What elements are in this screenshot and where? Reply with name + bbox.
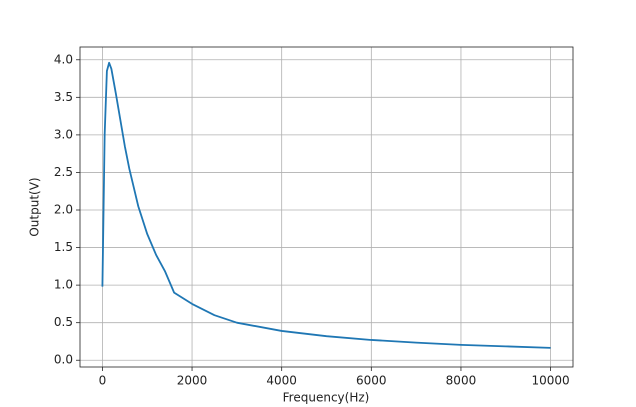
x-tick-label: 10000	[531, 374, 569, 388]
y-tick-label: 3.0	[54, 127, 73, 141]
x-tick-label: 0	[99, 374, 107, 388]
y-tick-label: 1.0	[54, 278, 73, 292]
y-axis-label: Output(V)	[28, 177, 42, 236]
y-tick-label: 2.0	[54, 203, 73, 217]
line-series	[101, 61, 551, 349]
y-tick-label: 2.5	[54, 165, 73, 179]
x-tick-label: 2000	[177, 374, 208, 388]
y-tick-label: 1.5	[54, 240, 73, 254]
y-tick-label: 0.0	[54, 353, 73, 367]
y-tick-label: 0.5	[54, 315, 73, 329]
plot-frame	[79, 46, 574, 368]
x-tick-label: 8000	[446, 374, 477, 388]
y-tick-label: 4.0	[54, 52, 73, 66]
x-tick-label: 6000	[356, 374, 387, 388]
x-axis-label: Frequency(Hz)	[283, 391, 370, 405]
x-tick-label: 4000	[266, 374, 297, 388]
y-tick-label: 3.5	[54, 90, 73, 104]
